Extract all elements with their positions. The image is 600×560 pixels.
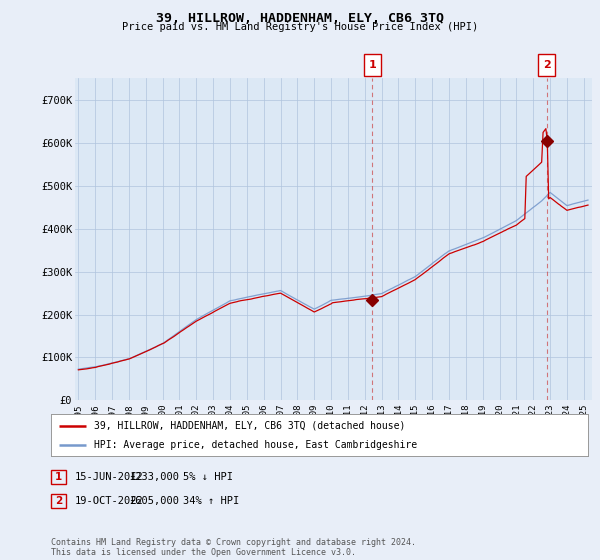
Text: 2: 2 <box>55 496 62 506</box>
Text: 1: 1 <box>368 60 376 70</box>
Text: 34% ↑ HPI: 34% ↑ HPI <box>183 496 239 506</box>
Text: 5% ↓ HPI: 5% ↓ HPI <box>183 472 233 482</box>
Text: 39, HILLROW, HADDENHAM, ELY, CB6 3TQ (detached house): 39, HILLROW, HADDENHAM, ELY, CB6 3TQ (de… <box>94 421 406 431</box>
Text: 15-JUN-2012: 15-JUN-2012 <box>75 472 144 482</box>
Text: HPI: Average price, detached house, East Cambridgeshire: HPI: Average price, detached house, East… <box>94 440 417 450</box>
Text: Contains HM Land Registry data © Crown copyright and database right 2024.
This d: Contains HM Land Registry data © Crown c… <box>51 538 416 557</box>
Text: 1: 1 <box>55 472 62 482</box>
Text: Price paid vs. HM Land Registry's House Price Index (HPI): Price paid vs. HM Land Registry's House … <box>122 22 478 32</box>
Text: £233,000: £233,000 <box>129 472 179 482</box>
Text: 19-OCT-2022: 19-OCT-2022 <box>75 496 144 506</box>
Text: £605,000: £605,000 <box>129 496 179 506</box>
Text: 2: 2 <box>543 60 551 70</box>
Text: 39, HILLROW, HADDENHAM, ELY, CB6 3TQ: 39, HILLROW, HADDENHAM, ELY, CB6 3TQ <box>156 12 444 25</box>
